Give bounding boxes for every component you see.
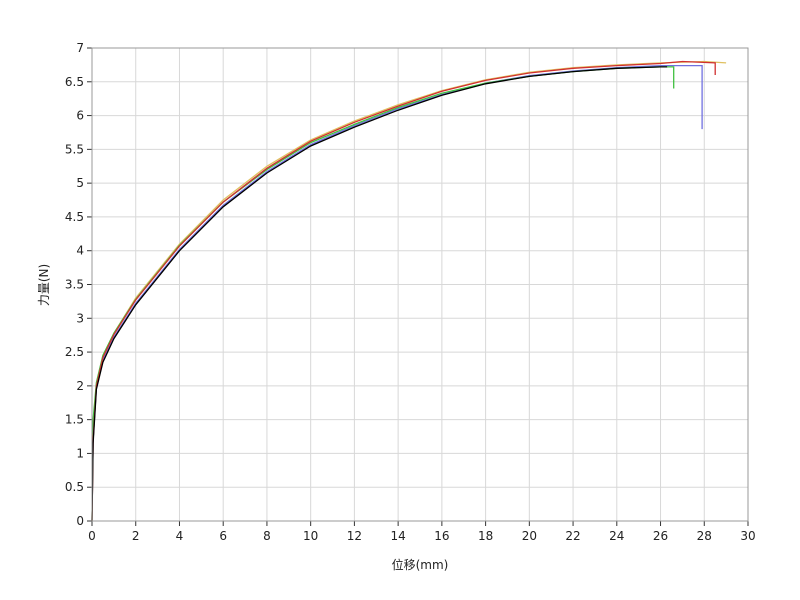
ticks: 0 2 4 6 8 10 12 14 16 18 20 22 24 26 28 3000.511.522.53… xyxy=(65,41,756,543)
series-lines xyxy=(91,60,727,522)
x-tick-label: 20 xyxy=(522,529,537,543)
y-tick-label: 4 xyxy=(76,244,84,258)
y-tick-label: 3.5 xyxy=(65,278,84,292)
y-tick-label: 7 xyxy=(76,41,84,55)
y-tick-label: 0 xyxy=(76,514,84,528)
y-tick-label: 1 xyxy=(76,446,84,460)
x-tick-label: 4 xyxy=(176,529,184,543)
y-tick-label: 2 xyxy=(76,379,84,393)
grid xyxy=(91,47,749,522)
y-tick-label: 4.5 xyxy=(65,210,84,224)
series-line xyxy=(91,66,668,522)
y-tick-label: 0.5 xyxy=(65,480,84,494)
y-tick-label: 2.5 xyxy=(65,345,84,359)
x-tick-label: 12 xyxy=(347,529,362,543)
y-tick-label: 6 xyxy=(76,109,84,123)
y-tick-label: 6.5 xyxy=(65,75,84,89)
y-tick-label: 5.5 xyxy=(65,142,84,156)
x-tick-label: 14 xyxy=(390,529,405,543)
x-axis-label: 位移(mm) xyxy=(392,557,449,572)
x-tick-label: 16 xyxy=(434,529,449,543)
series-line xyxy=(91,60,727,522)
x-tick-label: 22 xyxy=(565,529,580,543)
x-tick-label: 30 xyxy=(740,529,755,543)
x-tick-label: 18 xyxy=(478,529,493,543)
x-tick-label: 10 xyxy=(303,529,318,543)
y-tick-label: 3 xyxy=(76,311,84,325)
y-tick-label: 5 xyxy=(76,176,84,190)
x-tick-label: 6 xyxy=(219,529,227,543)
x-tick-label: 26 xyxy=(653,529,668,543)
x-tick-label: 0 xyxy=(88,529,96,543)
series-line xyxy=(91,64,703,522)
y-axis-label: 力量(N) xyxy=(37,264,51,306)
x-tick-label: 24 xyxy=(609,529,624,543)
plot-frame xyxy=(91,47,749,522)
x-tick-label: 2 xyxy=(132,529,140,543)
series-line xyxy=(91,60,716,522)
x-tick-label: 28 xyxy=(697,529,712,543)
y-tick-label: 1.5 xyxy=(65,413,84,427)
x-tick-label: 8 xyxy=(263,529,271,543)
